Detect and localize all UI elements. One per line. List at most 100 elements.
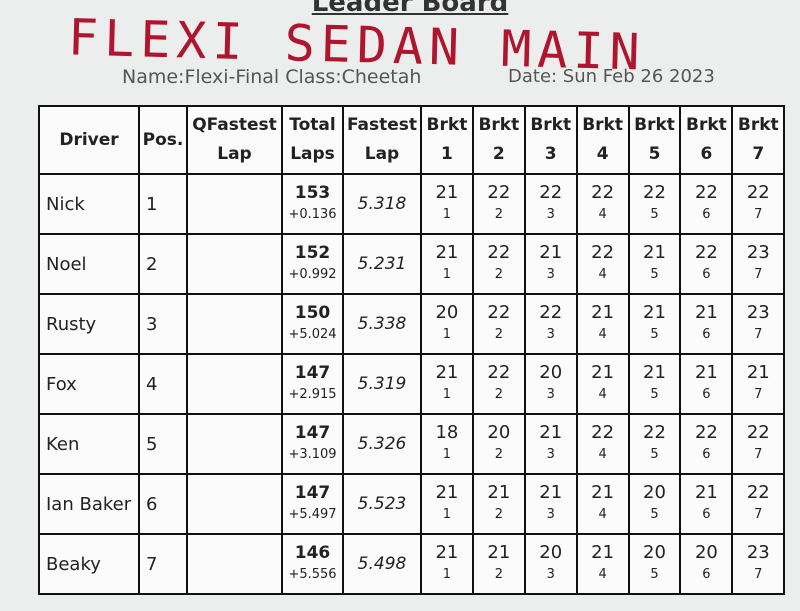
qfastest-lap bbox=[186, 293, 283, 355]
total-laps-cell: 152 +0.992 bbox=[281, 233, 344, 295]
column-header: Pos. bbox=[138, 105, 188, 175]
bracket-laps: 21 bbox=[643, 302, 666, 323]
total-laps: 147 bbox=[294, 363, 331, 383]
bracket-laps: 21 bbox=[539, 242, 563, 263]
bracket-cell: 21 3 bbox=[523, 413, 578, 475]
driver: Beaky bbox=[38, 533, 140, 595]
qfastest-lap bbox=[186, 233, 283, 295]
bracket-cell: 18 1 bbox=[420, 413, 474, 475]
race-info: Name:Flexi-Final Class:Cheetah bbox=[122, 66, 422, 88]
position: 4 bbox=[138, 353, 188, 415]
bracket-cell: 22 4 bbox=[575, 413, 630, 475]
bracket-laps: 22 bbox=[694, 182, 718, 203]
bracket-laps: 21 bbox=[435, 362, 459, 383]
bracket-laps: 21 bbox=[591, 542, 615, 563]
bracket-laps: 21 bbox=[487, 482, 511, 503]
row: Beaky 7 146 +5.556 5.498 21 1 21 2 20 3 21 4 20 5 20 6 23… bbox=[38, 533, 786, 595]
driver: Ian Baker bbox=[38, 473, 140, 535]
bracket-laps: 22 bbox=[591, 422, 615, 443]
bracket-cell: 23 7 bbox=[731, 233, 786, 295]
bracket-laps: 21 bbox=[591, 482, 615, 503]
bracket-number: 7 bbox=[754, 447, 763, 462]
position: 1 bbox=[138, 173, 188, 235]
column-header: Brkt 5 bbox=[627, 105, 682, 175]
bracket-number: 3 bbox=[546, 207, 555, 222]
fastest-lap: 5.318 bbox=[342, 173, 422, 235]
bracket-number: 7 bbox=[754, 387, 763, 402]
total-laps: 153 bbox=[294, 183, 331, 203]
bracket-laps: 22 bbox=[746, 482, 770, 503]
bracket-number: 4 bbox=[598, 267, 607, 282]
bracket-laps: 22 bbox=[487, 302, 511, 323]
leader-table: Driver Pos. QFastest Lap Total Laps Fastest … bbox=[38, 105, 786, 595]
bracket-cell: 22 2 bbox=[471, 353, 526, 415]
bracket-laps: 22 bbox=[487, 242, 511, 263]
bracket-laps: 22 bbox=[643, 182, 666, 203]
bracket-number: 5 bbox=[650, 447, 659, 462]
bracket-laps: 22 bbox=[746, 182, 770, 203]
bracket-laps: 20 bbox=[643, 542, 666, 563]
bracket-cell: 22 6 bbox=[679, 233, 734, 295]
fastest-lap: 5.523 bbox=[342, 473, 422, 535]
bracket-number: 1 bbox=[442, 387, 452, 402]
bracket-cell: 22 4 bbox=[575, 173, 630, 235]
bracket-number: 4 bbox=[598, 327, 607, 342]
bracket-number: 6 bbox=[702, 267, 711, 282]
row: Ian Baker 6 147 +5.497 5.523 21 1 21 2 21 3 21 4 20 5 2… bbox=[38, 473, 786, 535]
position: 5 bbox=[138, 413, 188, 475]
bracket-laps: 22 bbox=[539, 302, 563, 323]
bracket-number: 4 bbox=[598, 507, 607, 522]
bracket-number: 1 bbox=[442, 267, 452, 282]
total-laps: 146 bbox=[294, 543, 331, 563]
bracket-number: 2 bbox=[494, 507, 503, 522]
bracket-cell: 23 7 bbox=[731, 533, 786, 595]
gap: +5.556 bbox=[288, 567, 337, 582]
position: 7 bbox=[138, 533, 188, 595]
bracket-cell: 21 1 bbox=[420, 533, 474, 595]
bracket-laps: 20 bbox=[643, 482, 666, 503]
title: Leader Board bbox=[311, 0, 509, 18]
bracket-cell: 20 2 bbox=[471, 413, 526, 475]
driver: Fox bbox=[38, 353, 140, 415]
bracket-laps: 20 bbox=[694, 542, 718, 563]
bracket-cell: 23 7 bbox=[731, 293, 786, 355]
bracket-cell: 21 5 bbox=[627, 353, 682, 415]
bracket-cell: 21 3 bbox=[523, 473, 578, 535]
bracket-cell: 21 2 bbox=[471, 533, 526, 595]
bracket-number: 3 bbox=[546, 567, 555, 582]
bracket-cell: 21 5 bbox=[627, 293, 682, 355]
bracket-cell: 22 2 bbox=[471, 233, 526, 295]
gap: +5.497 bbox=[288, 507, 337, 522]
driver: Nick bbox=[38, 173, 140, 235]
qfastest-lap bbox=[186, 413, 283, 475]
bracket-laps: 22 bbox=[643, 422, 666, 443]
bracket-laps: 22 bbox=[591, 182, 615, 203]
gap: +0.992 bbox=[288, 267, 337, 282]
total-laps-cell: 146 +5.556 bbox=[281, 533, 344, 595]
bracket-number: 3 bbox=[546, 387, 555, 402]
bracket-cell: 21 1 bbox=[420, 353, 474, 415]
bracket-laps: 21 bbox=[487, 542, 511, 563]
column-header: Driver bbox=[38, 105, 140, 175]
driver: Ken bbox=[38, 413, 140, 475]
bracket-number: 5 bbox=[650, 387, 659, 402]
bracket-number: 5 bbox=[650, 507, 659, 522]
bracket-cell: 21 3 bbox=[523, 233, 578, 295]
bracket-number: 6 bbox=[702, 507, 711, 522]
bracket-laps: 20 bbox=[435, 302, 459, 323]
column-header: Brkt 3 bbox=[523, 105, 578, 175]
bracket-laps: 22 bbox=[487, 362, 511, 383]
gap: +0.136 bbox=[288, 207, 337, 222]
bracket-laps: 22 bbox=[487, 182, 511, 203]
bracket-number: 2 bbox=[494, 207, 503, 222]
bracket-number: 1 bbox=[442, 507, 452, 522]
bracket-cell: 20 6 bbox=[679, 533, 734, 595]
bracket-laps: 22 bbox=[746, 422, 770, 443]
bracket-number: 4 bbox=[598, 567, 607, 582]
position: 2 bbox=[138, 233, 188, 295]
bracket-laps: 21 bbox=[539, 422, 563, 443]
qfastest-lap bbox=[186, 173, 283, 235]
bracket-number: 6 bbox=[702, 567, 711, 582]
total-laps: 147 bbox=[294, 423, 331, 443]
bracket-number: 6 bbox=[702, 387, 711, 402]
